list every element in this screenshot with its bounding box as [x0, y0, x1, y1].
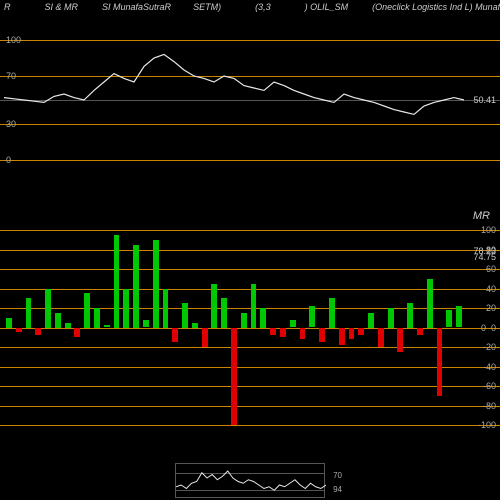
mr-axis-label: -80 [483, 401, 496, 411]
mr-bar [427, 279, 433, 328]
mr-bar [211, 284, 217, 328]
mr-bar [16, 328, 22, 333]
mr-bar [378, 328, 384, 348]
mr-bar [417, 328, 423, 336]
mr-bar [221, 298, 227, 327]
hdr-5: ) OLIL_SM [305, 2, 349, 16]
rsi-current-value: 50.41 [473, 95, 496, 105]
mr-bar [437, 328, 443, 396]
chart-header: R SI & MR SI MunafaSutraR SETM) (3,3 ) O… [0, 2, 500, 16]
hdr-6: (Oneclick Logistics Ind L) MunafaS [372, 2, 500, 16]
mr-axis-label: 0 [491, 323, 496, 333]
mr-current-value: 74.75 [473, 252, 496, 262]
hdr-3: SETM) [193, 2, 221, 16]
mr-axis-label: -20 [483, 342, 496, 352]
mr-bar [368, 313, 374, 328]
mr-bar [260, 308, 266, 328]
mr-bar [74, 328, 80, 338]
mr-bar [172, 328, 178, 343]
mr-bar [182, 303, 188, 327]
mini-label: 94 [333, 485, 342, 494]
mr-bar [231, 328, 237, 426]
mr-bar [339, 328, 345, 346]
mr-bar [329, 298, 335, 327]
mr-bar [55, 313, 61, 328]
mini-chart-panel: 7094 [175, 463, 325, 498]
mr-bar [349, 328, 355, 340]
mr-axis-label: -40 [483, 362, 496, 372]
mr-bar [153, 240, 159, 328]
mr-bar [290, 320, 296, 328]
mr-bar [456, 306, 462, 327]
hdr-2: SI MunafaSutraR [102, 2, 171, 16]
mr-bar [123, 289, 129, 328]
mr-bar [45, 289, 51, 328]
mr-bar [407, 303, 413, 327]
mr-bar [65, 323, 71, 328]
rsi-chart-panel: 0307010050.41 [0, 40, 500, 160]
mr-axis-label: -100 [478, 420, 496, 430]
mr-bar [26, 298, 32, 327]
mr-axis-label: -60 [483, 381, 496, 391]
mr-axis-label: 100 [481, 225, 496, 235]
hdr-1: SI & MR [45, 2, 79, 16]
mr-bar [202, 328, 208, 348]
mr-bar [388, 308, 394, 328]
mr-bar [300, 328, 306, 340]
mr-bar [35, 328, 41, 336]
mr-bar [133, 245, 139, 328]
mr-bar [280, 328, 286, 338]
mr-bar [143, 320, 149, 328]
mr-bar [114, 235, 120, 328]
mr-bar [94, 308, 100, 328]
mr-bar [6, 318, 12, 328]
mr-chart-panel: MR-100-80-60-40-20002040608010078.2374.7… [0, 230, 500, 425]
mr-bar [192, 323, 198, 328]
mr-bar [397, 328, 403, 352]
mr-bar [104, 325, 110, 328]
mr-bar [446, 310, 452, 328]
mr-bar [251, 284, 257, 328]
mr-bar [319, 328, 325, 343]
mr-bar [358, 328, 364, 336]
mr-title: MR [473, 210, 490, 222]
mr-axis-label: 20 [486, 303, 496, 313]
mini-label: 70 [333, 471, 342, 480]
mr-bar [84, 293, 90, 327]
mr-axis-label: 60 [486, 264, 496, 274]
mr-bar [309, 306, 315, 327]
hdr-0: R [4, 2, 11, 16]
hdr-4: (3,3 [255, 2, 271, 16]
mr-bar [163, 289, 169, 328]
mr-axis-label: 40 [486, 284, 496, 294]
mr-bar [241, 313, 247, 328]
mr-bar [270, 328, 276, 336]
